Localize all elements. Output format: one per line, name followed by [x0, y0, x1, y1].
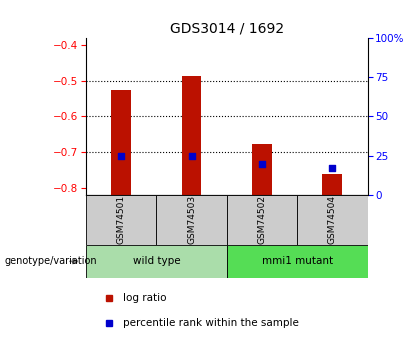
Bar [156, 195, 227, 245]
Text: GSM74504: GSM74504 [328, 195, 337, 245]
Text: GSM74503: GSM74503 [187, 195, 196, 245]
Title: GDS3014 / 1692: GDS3014 / 1692 [170, 21, 284, 36]
Bar [86, 195, 156, 245]
Bar [182, 76, 202, 195]
Point [259, 161, 265, 166]
Bar [323, 174, 342, 195]
Text: GSM74502: GSM74502 [257, 195, 266, 245]
Text: genotype/variation: genotype/variation [4, 256, 97, 266]
Text: percentile rank within the sample: percentile rank within the sample [123, 318, 299, 328]
Bar [297, 195, 368, 245]
Bar [227, 195, 297, 245]
Text: log ratio: log ratio [123, 293, 166, 303]
Point [118, 153, 125, 158]
Bar [86, 245, 227, 278]
Bar [252, 144, 272, 195]
Bar [111, 90, 131, 195]
Bar [227, 245, 368, 278]
Text: GSM74501: GSM74501 [117, 195, 126, 245]
Text: wild type: wild type [133, 256, 180, 266]
Text: mmi1 mutant: mmi1 mutant [262, 256, 333, 266]
Point [188, 153, 195, 158]
Point [329, 166, 336, 171]
